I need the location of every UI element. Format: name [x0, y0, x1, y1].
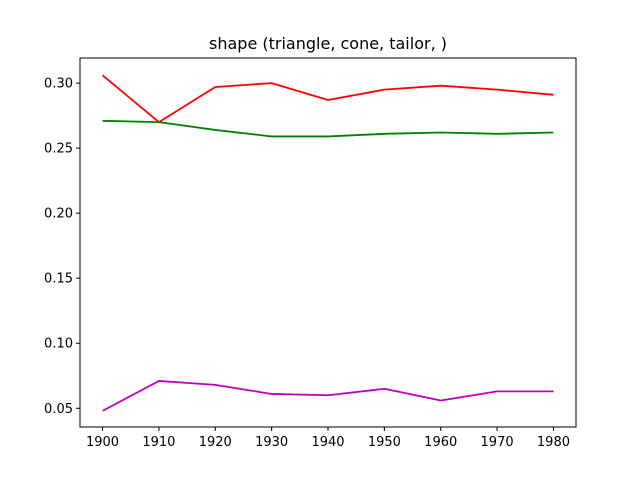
chart-title: shape (triangle, cone, tailor, ) — [209, 34, 447, 53]
y-tick-label: 0.20 — [44, 207, 73, 222]
series-line-2 — [102, 119, 554, 138]
y-axis: 0.05 0.10 0.15 0.20 0.25 0.30 — [44, 77, 80, 417]
x-tick-label: 1910 — [142, 435, 175, 450]
x-tick-label: 1980 — [537, 435, 570, 450]
y-tick-label: 0.05 — [44, 402, 73, 417]
y-tick-label: 0.30 — [44, 77, 73, 92]
series-line-1 — [101, 74, 554, 124]
x-tick-label: 1930 — [255, 435, 288, 450]
series-line-3 — [102, 380, 554, 412]
y-tick-label: 0.15 — [44, 272, 73, 287]
x-tick-label: 1940 — [311, 435, 344, 450]
x-tick-label: 1950 — [368, 435, 401, 450]
x-tick-label: 1960 — [424, 435, 457, 450]
series-layer — [101, 74, 554, 412]
y-tick-label: 0.25 — [44, 142, 73, 157]
x-tick-label: 1920 — [199, 435, 232, 450]
x-axis: 1900 1910 1920 1930 1940 1950 1960 1970 1980 — [86, 427, 570, 450]
y-tick-label: 0.10 — [44, 337, 73, 352]
x-tick-label: 1970 — [481, 435, 514, 450]
plot-frame — [79, 57, 577, 428]
x-tick-label: 1900 — [86, 435, 119, 450]
